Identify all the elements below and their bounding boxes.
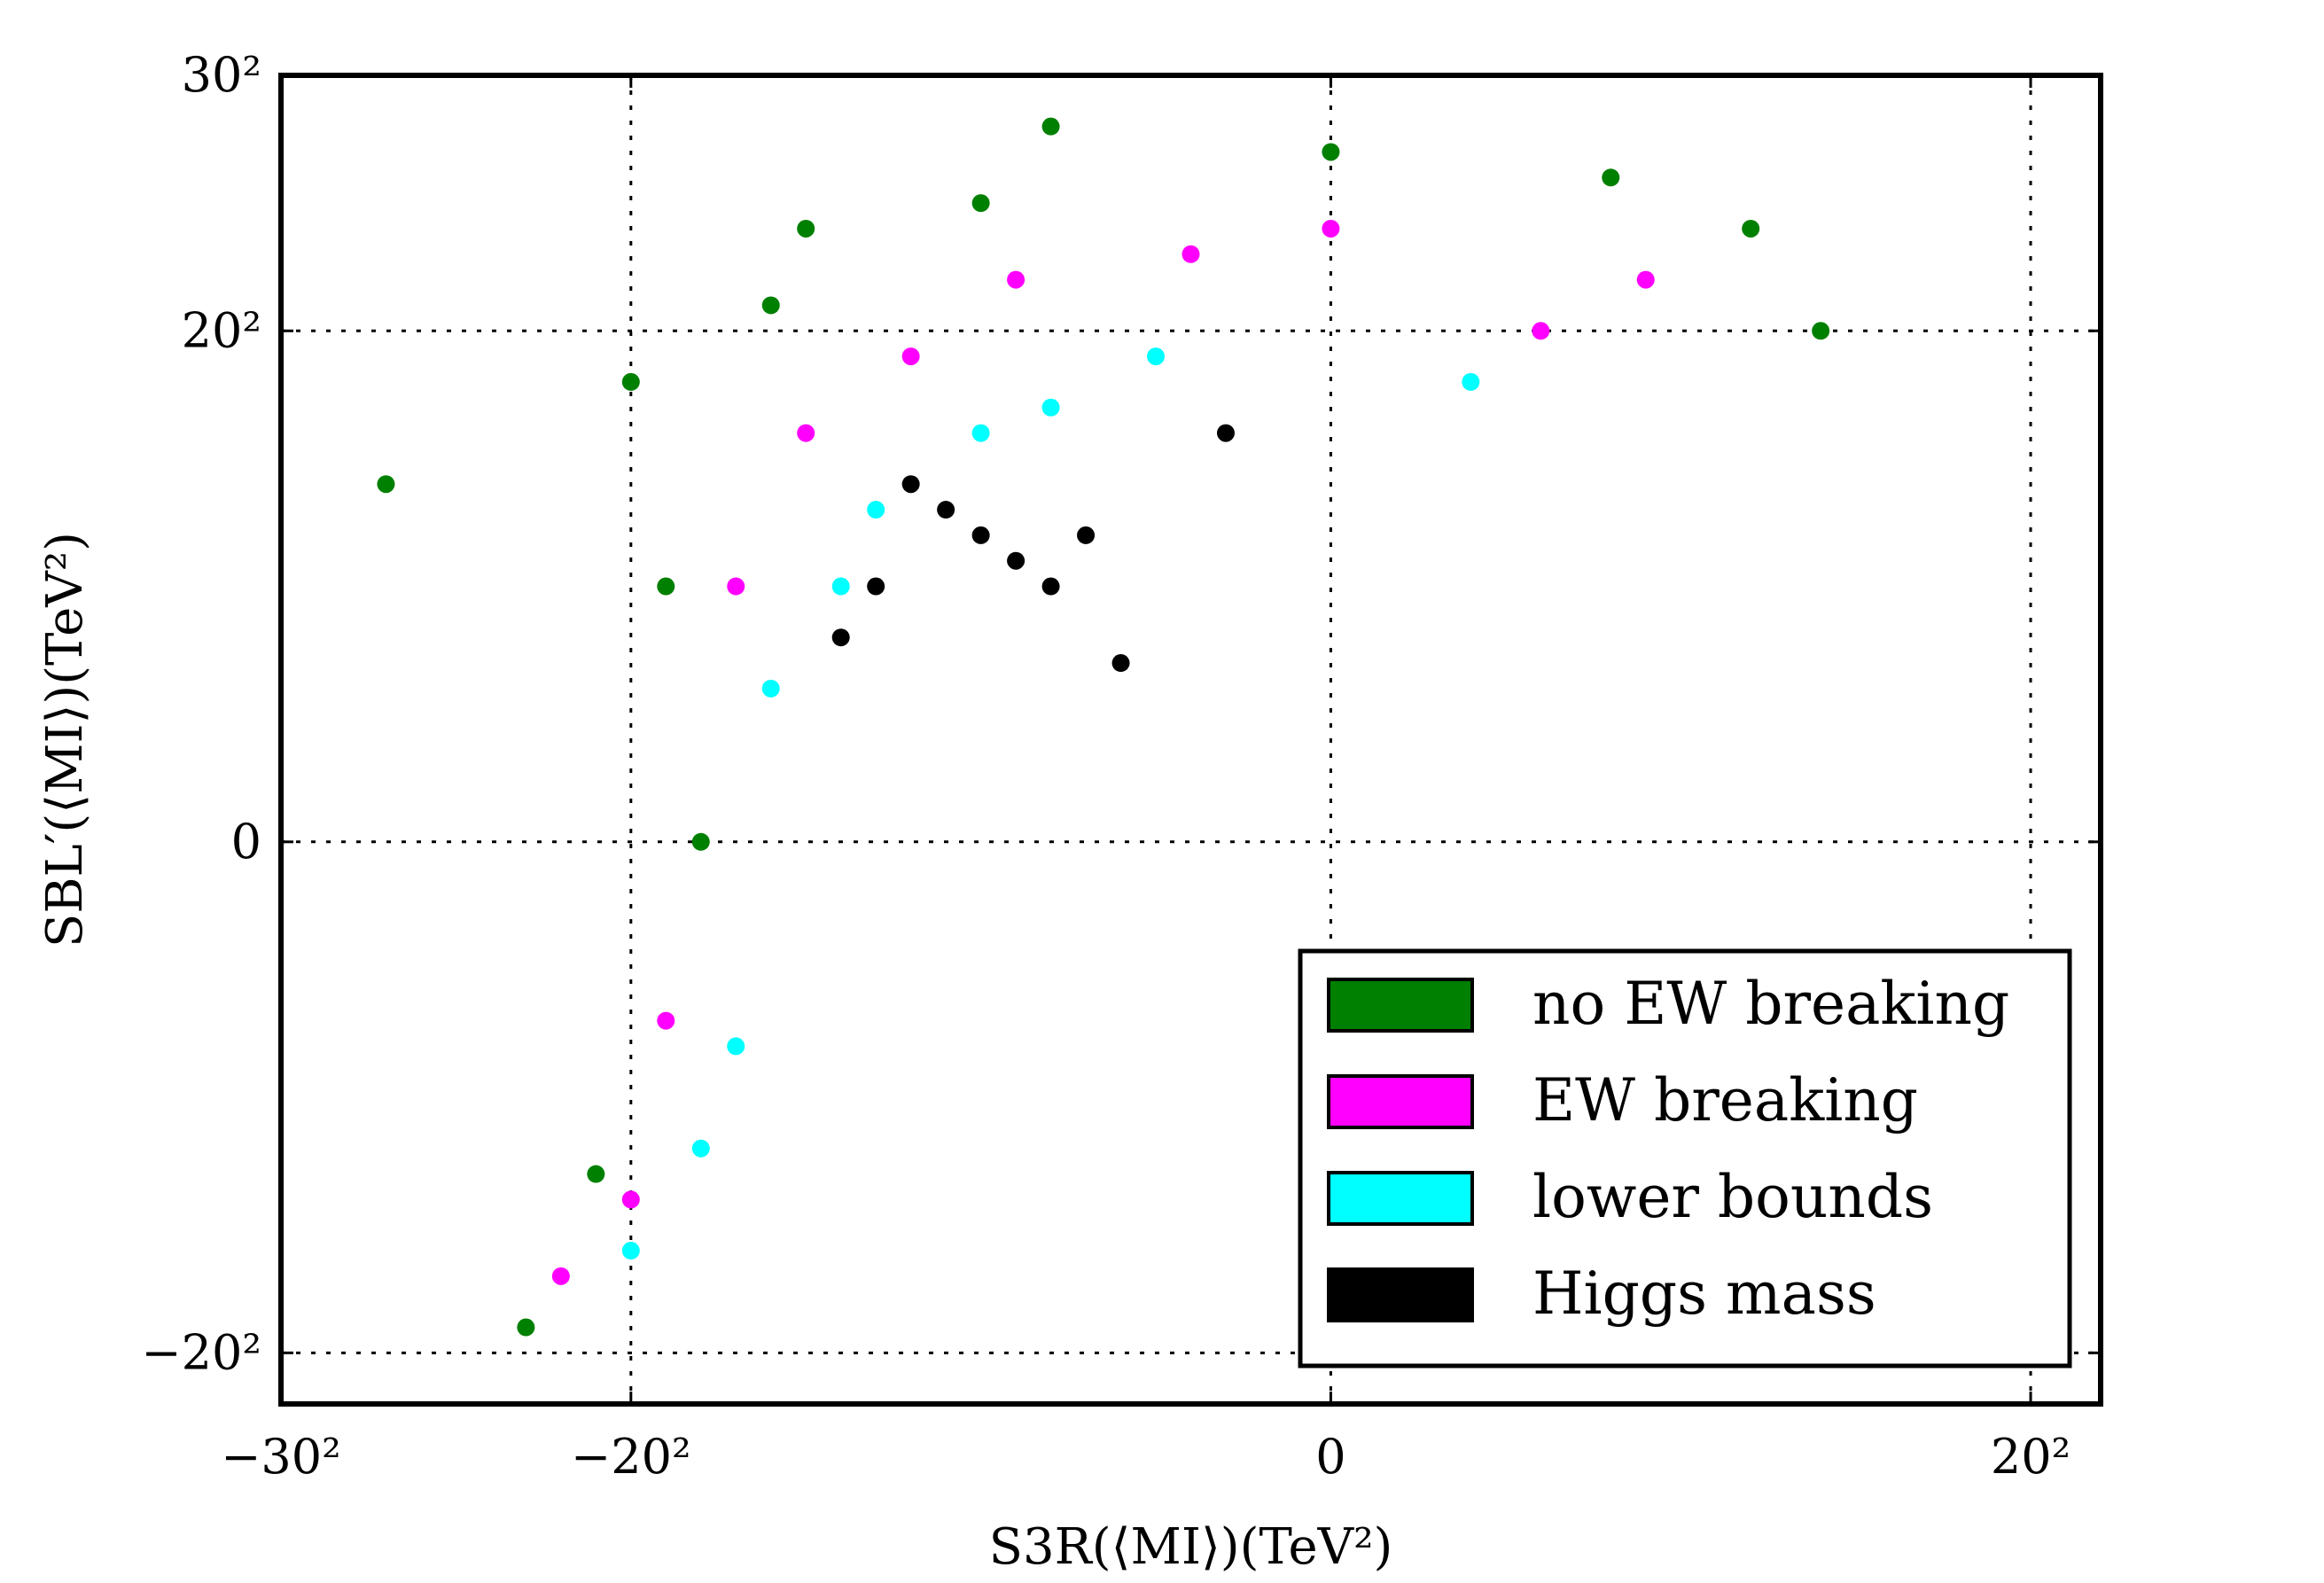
- data-point: [1532, 322, 1550, 340]
- data-point: [831, 628, 850, 647]
- data-point: [657, 1011, 675, 1030]
- data-point: [621, 1242, 640, 1260]
- legend-swatch: [1327, 1074, 1474, 1129]
- data-point: [901, 475, 920, 494]
- series-1-points: [551, 219, 1655, 1285]
- legend-swatch: [1327, 1267, 1474, 1322]
- data-point: [727, 577, 745, 596]
- data-point: [727, 1037, 745, 1056]
- y-axis-label: SBL′(⟨MI⟩)(TeV²): [36, 532, 94, 947]
- data-point: [901, 347, 920, 366]
- data-point: [517, 1318, 535, 1337]
- series-3-points: [831, 424, 1235, 673]
- data-point: [1602, 168, 1620, 187]
- data-point: [797, 424, 815, 442]
- data-point: [761, 679, 780, 698]
- data-point: [867, 501, 885, 519]
- legend-swatch: [1327, 978, 1474, 1033]
- x-tick-label: 0: [1315, 1429, 1345, 1485]
- legend-label: EW breaking: [1532, 1066, 1918, 1135]
- scatter-points: [377, 117, 1830, 1337]
- data-point: [761, 296, 780, 315]
- data-point: [971, 526, 990, 544]
- axis-ticks: [279, 74, 2101, 1404]
- data-point: [1322, 143, 1340, 161]
- y-tick-label: 30²: [182, 47, 261, 103]
- data-point: [867, 577, 885, 596]
- data-point: [937, 501, 955, 519]
- data-point: [1007, 551, 1026, 570]
- x-tick-label: 20²: [1991, 1429, 2071, 1485]
- data-point: [1147, 347, 1166, 366]
- series-2-points: [621, 347, 1480, 1260]
- y-tick-label: 0: [231, 814, 261, 869]
- x-tick-label: −30²: [221, 1429, 341, 1485]
- x-tick-label: −20²: [571, 1429, 691, 1485]
- y-tick-label: −20²: [141, 1324, 261, 1380]
- data-point: [831, 577, 850, 596]
- data-point: [1636, 270, 1655, 289]
- data-point: [1462, 372, 1480, 391]
- data-point: [657, 577, 675, 596]
- legend-label: no EW breaking: [1532, 970, 2009, 1038]
- data-point: [1041, 577, 1060, 596]
- data-point: [1181, 245, 1200, 263]
- data-point: [621, 372, 640, 391]
- data-point: [691, 832, 710, 851]
- series-0-points: [377, 117, 1830, 1337]
- data-point: [377, 475, 395, 494]
- y-tick-label: 20²: [182, 302, 261, 358]
- data-point: [691, 1139, 710, 1158]
- data-point: [551, 1267, 570, 1285]
- data-point: [797, 219, 815, 238]
- legend: no EW breaking EW breaking lower bounds Hig…: [1298, 948, 2072, 1369]
- data-point: [1111, 654, 1130, 673]
- tick-labels: −30² −20² 0 20² −20² 0 20² 30²: [141, 47, 2071, 1485]
- data-point: [1041, 117, 1060, 136]
- data-point: [1742, 219, 1760, 238]
- data-point: [1041, 398, 1060, 417]
- x-axis-label: S3R(⟨MI⟩)(TeV²): [989, 1518, 1393, 1576]
- data-point: [1077, 526, 1096, 544]
- plot-frame: [278, 73, 2103, 1407]
- legend-label: Higgs mass: [1532, 1259, 1876, 1328]
- data-point: [1812, 322, 1830, 340]
- data-point: [971, 424, 990, 442]
- data-point: [1322, 219, 1340, 238]
- data-point: [587, 1165, 605, 1183]
- data-point: [971, 194, 990, 213]
- data-point: [1216, 424, 1235, 442]
- data-point: [1007, 270, 1026, 289]
- legend-swatch: [1327, 1171, 1474, 1226]
- data-point: [621, 1190, 640, 1209]
- legend-label: lower bounds: [1532, 1163, 1933, 1231]
